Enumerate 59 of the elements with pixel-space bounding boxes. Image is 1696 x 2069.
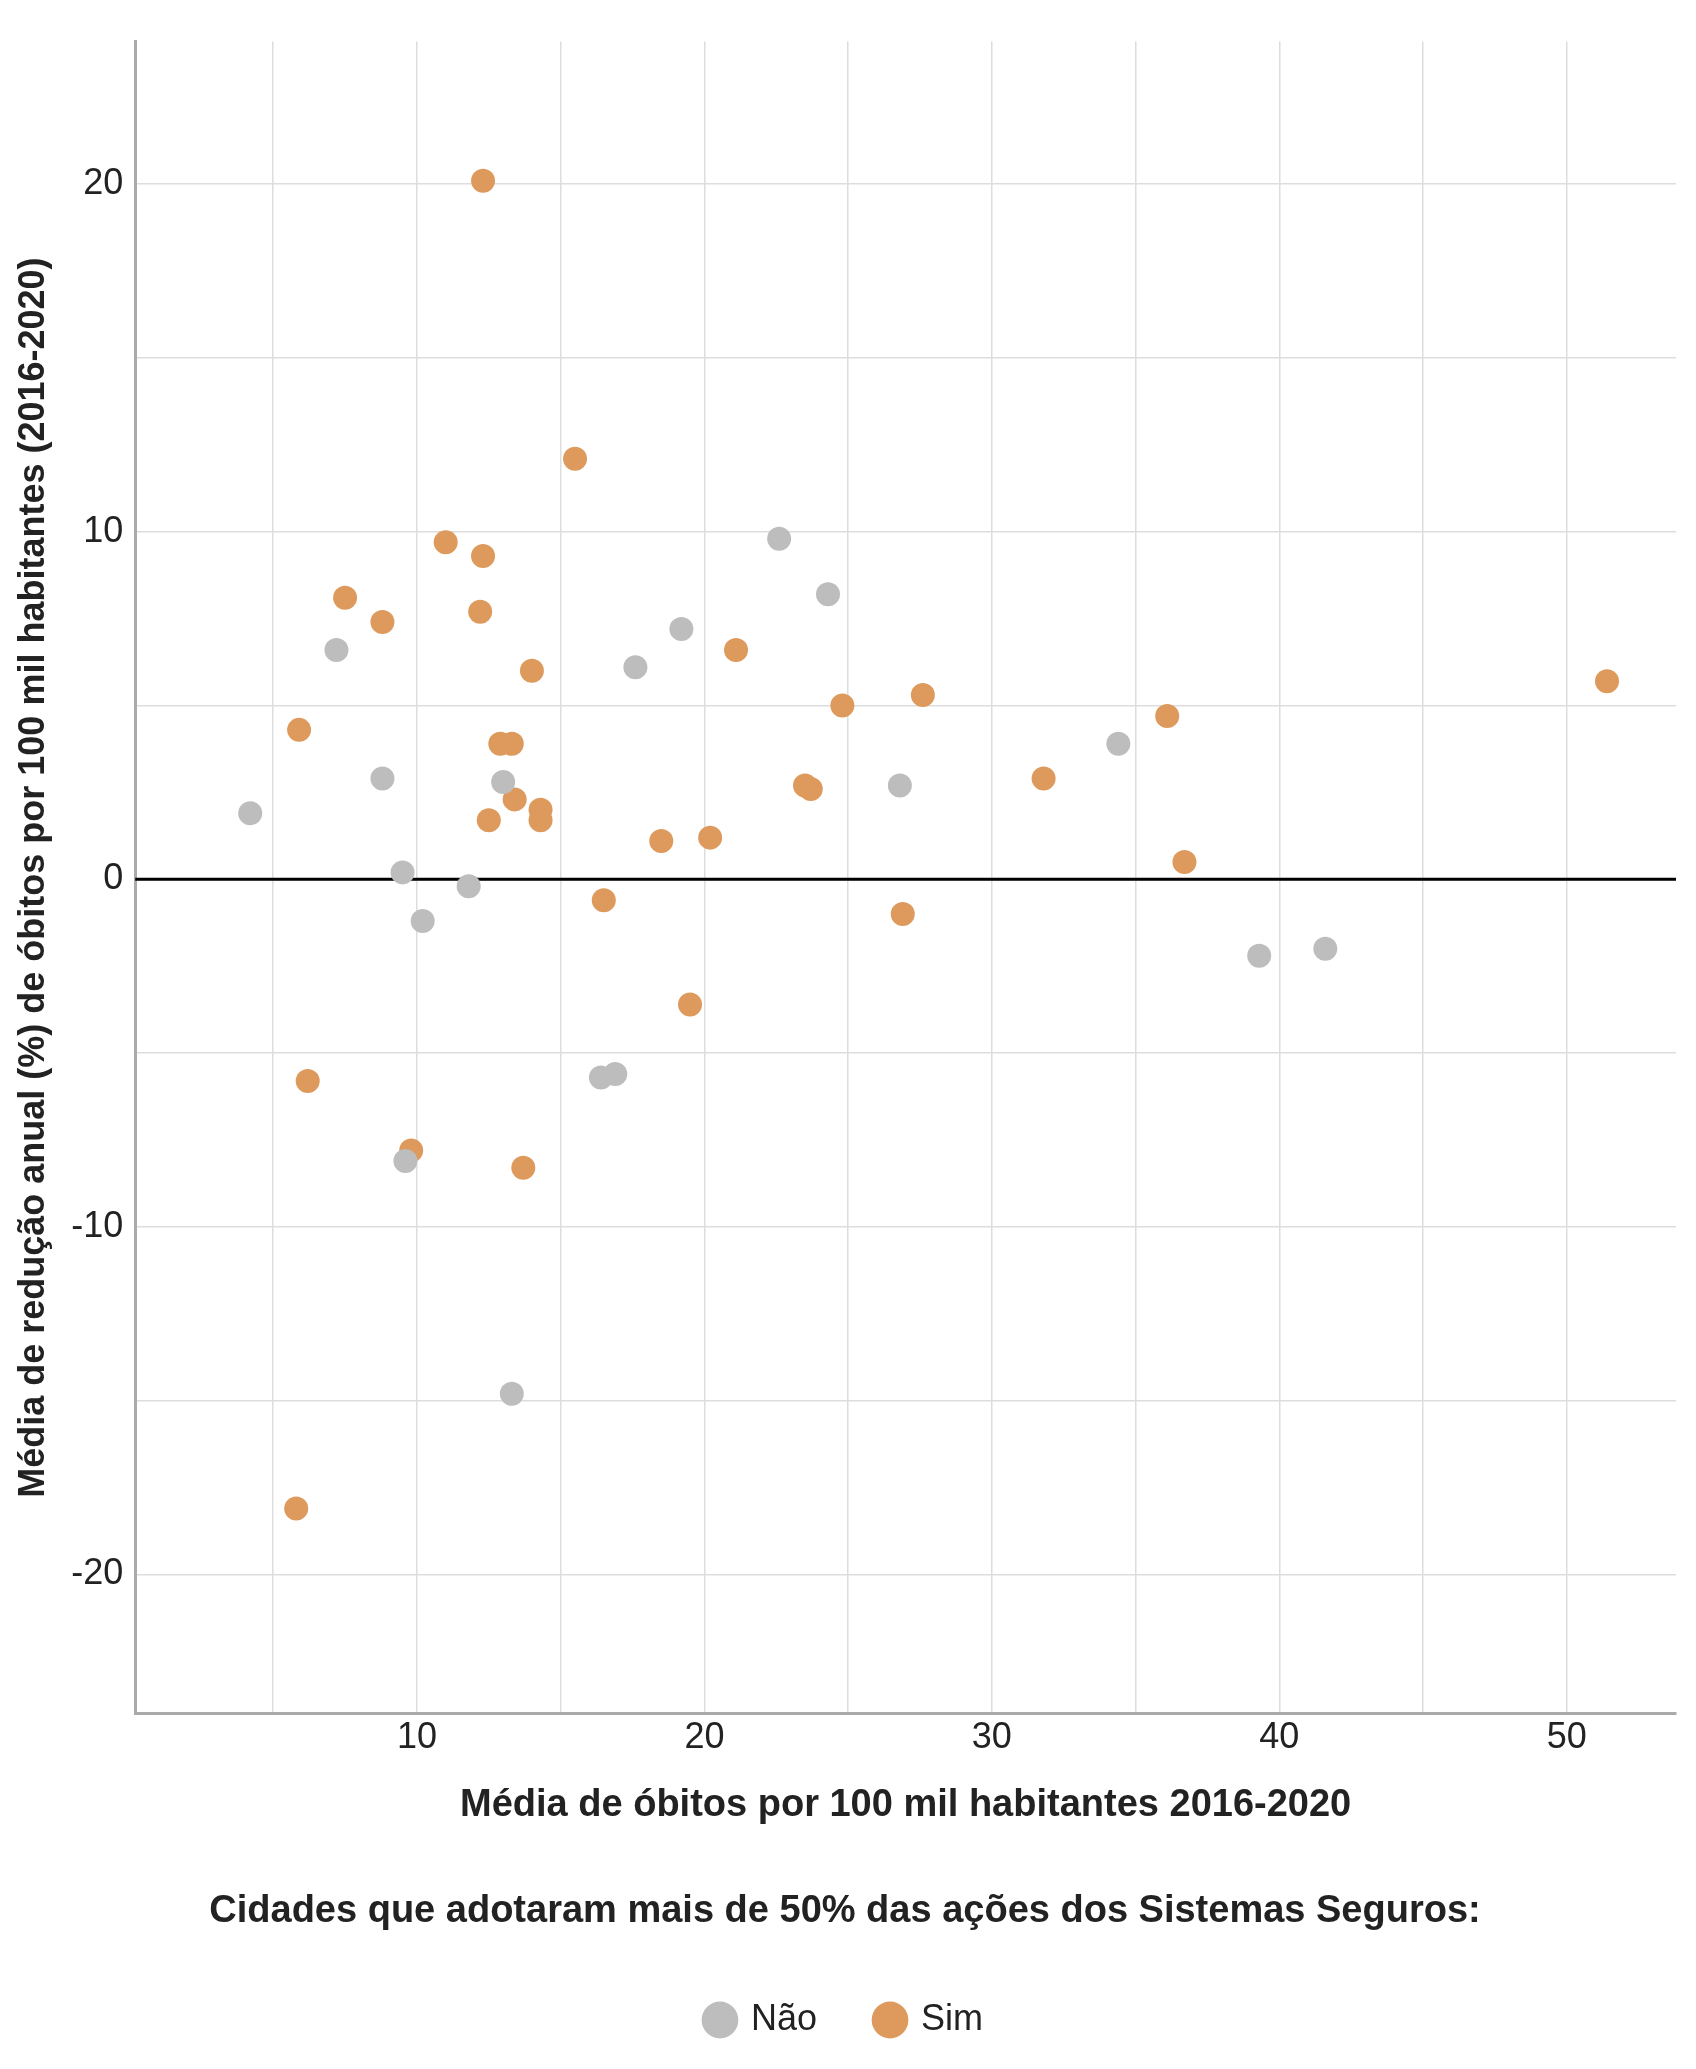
point xyxy=(519,658,544,683)
point xyxy=(295,1068,320,1093)
point xyxy=(887,773,912,798)
point xyxy=(502,787,527,812)
point xyxy=(1106,731,1131,756)
point xyxy=(563,446,588,471)
point xyxy=(287,717,312,742)
x-tick-label: 50 xyxy=(1546,1715,1587,1757)
point xyxy=(767,526,792,551)
point xyxy=(390,860,415,885)
point xyxy=(603,1062,628,1086)
point xyxy=(393,1148,418,1173)
legend-label: Sim xyxy=(921,1996,984,2038)
point xyxy=(491,770,516,795)
point xyxy=(649,829,674,854)
legend-label: Não xyxy=(750,1996,818,2038)
point xyxy=(591,888,616,913)
point xyxy=(678,992,703,1017)
x-tick-label: 20 xyxy=(684,1715,725,1757)
point xyxy=(1172,849,1197,874)
point xyxy=(324,637,349,662)
x-tick-label: 30 xyxy=(971,1715,1012,1757)
point xyxy=(433,530,458,555)
x-tick-label: 10 xyxy=(396,1715,437,1757)
point xyxy=(499,1381,524,1406)
point xyxy=(890,902,915,927)
y-tick-label: 20 xyxy=(83,161,124,203)
legend-title: Cidades que adotaram mais de 50% das ações dos Sistemas Seguros: xyxy=(209,1887,1481,1930)
point xyxy=(370,610,395,635)
y-tick-label: 10 xyxy=(83,508,124,550)
point xyxy=(1313,936,1338,961)
point xyxy=(476,808,501,833)
point xyxy=(698,825,723,850)
point xyxy=(910,683,935,708)
point xyxy=(238,801,263,826)
y-tick-label: -20 xyxy=(71,1551,124,1593)
y-tick-label: -10 xyxy=(71,1203,124,1245)
point xyxy=(623,655,648,680)
x-tick-label: 40 xyxy=(1259,1715,1300,1757)
point xyxy=(816,582,840,607)
point xyxy=(511,1155,536,1180)
y-tick-label: 0 xyxy=(103,856,124,898)
point xyxy=(1247,943,1272,968)
point xyxy=(471,168,496,193)
point xyxy=(669,617,694,642)
point xyxy=(410,909,435,934)
point xyxy=(471,544,496,569)
point xyxy=(1155,703,1180,728)
point xyxy=(370,766,395,791)
x-axis-title: Média de óbitos por 100 mil habitantes 2016-2020 xyxy=(460,1782,1352,1825)
point xyxy=(724,637,749,662)
point xyxy=(284,1496,309,1521)
point xyxy=(333,585,358,610)
y-axis-title: Média de redução anual (%) de óbitos por 100 mil habitantes (2016-2020) xyxy=(10,257,52,1498)
point xyxy=(830,693,855,718)
point xyxy=(468,599,493,624)
point xyxy=(456,874,481,899)
point xyxy=(1595,669,1620,694)
point xyxy=(1031,766,1056,791)
